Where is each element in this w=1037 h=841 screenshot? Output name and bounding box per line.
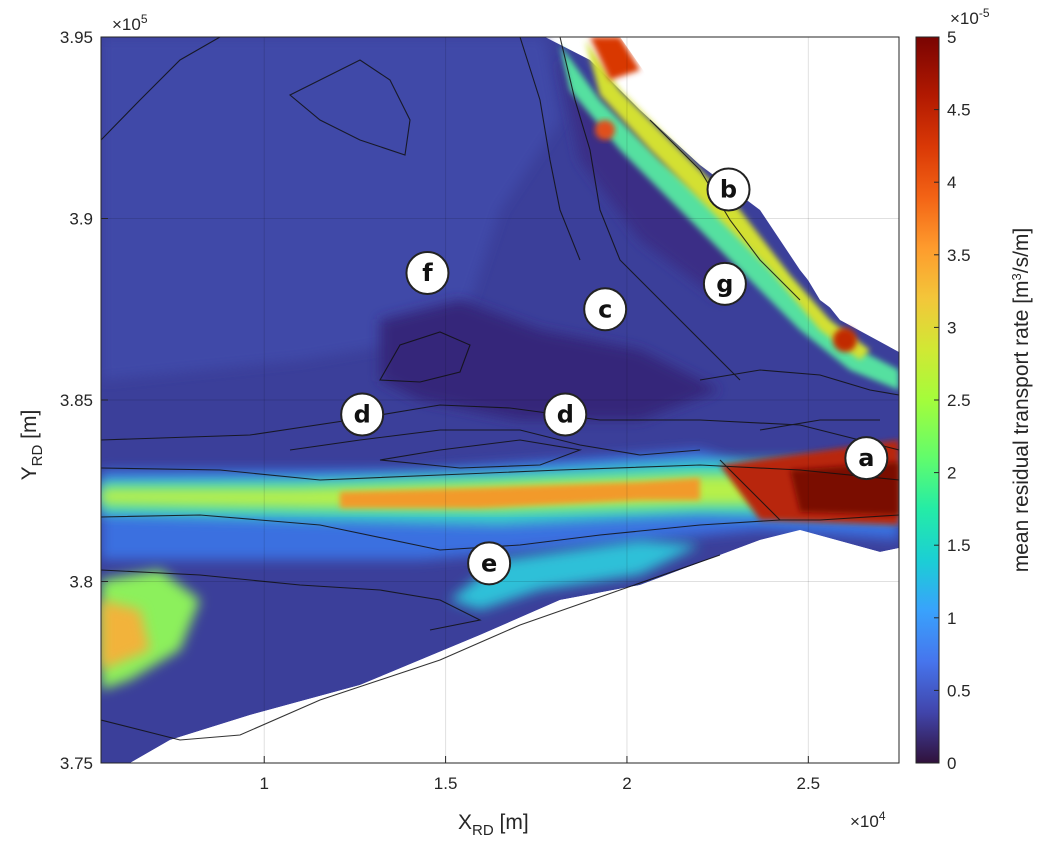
marker-label: d [354,401,371,429]
colorbar-tick-label: 0 [947,754,956,773]
marker-f: f [405,250,450,295]
colorbar-label: mean residual transport rate [m3/s/m] [1009,228,1033,573]
marker-d: d [340,392,385,437]
colorbar-tick-label: 1.5 [947,536,971,555]
colorbar-tick-label: 3.5 [947,246,971,265]
marker-label: f [422,259,433,287]
x-axis-ticks: 1 1.5 2 2.5 [259,756,820,793]
colorbar-multiplier: ×10-5 [950,6,990,28]
x-tick-label: 2.5 [796,774,820,793]
y-tick-label: 3.9 [69,210,93,229]
marker-label: a [858,444,874,472]
marker-circle [543,392,588,437]
x-tick-label: 1 [259,774,268,793]
marker-d: d [543,392,588,437]
marker-c: c [583,287,628,332]
marker-label: b [720,175,737,203]
marker-label: c [598,295,612,323]
y-tick-label: 3.85 [60,391,93,410]
y-tick-label: 3.95 [60,28,93,47]
marker-circle [467,541,512,586]
y-multiplier: ×105 [112,12,148,34]
colorbar-tick-label: 5 [947,28,956,47]
marker-circle [706,167,751,212]
colorbar-tick-label: 2 [947,464,956,483]
y-tick-label: 3.75 [60,754,93,773]
colorbar-tick-label: 0.5 [947,681,971,700]
marker-circle [702,261,747,306]
x-axis-label: XRD [m] [458,811,529,839]
marker-circle [405,250,450,295]
x-multiplier: ×104 [850,809,886,831]
x-tick-label: 1.5 [434,774,458,793]
marker-layer: a b c d d e f g [340,167,889,586]
y-tick-label: 3.8 [69,573,93,592]
marker-circle [583,287,628,332]
colorbar-tick-label: 4.5 [947,101,971,120]
x-tick-label: 2 [622,774,631,793]
marker-circle [844,436,889,481]
colorbar-tick-label: 1 [947,609,956,628]
colorbar-tick-label: 4 [947,173,956,192]
marker-label: e [481,549,497,577]
marker-label: g [716,270,733,298]
colorbar-tick-label: 2.5 [947,391,971,410]
marker-label: d [557,401,574,429]
colorbar-ticks: 0 0.5 1 1.5 2 2.5 3 3.5 4 4.5 5 [934,28,971,773]
marker-b: b [706,167,751,212]
marker-g: g [702,261,747,306]
y-axis-ticks: 3.75 3.8 3.85 3.9 3.95 [60,28,108,773]
marker-a: a [844,436,889,481]
y-axis-label: YRD [m] [18,410,46,481]
heatmap-field [101,37,899,763]
colorbar-tick-label: 3 [947,318,956,337]
marker-e: e [467,541,512,586]
marker-circle [340,392,385,437]
